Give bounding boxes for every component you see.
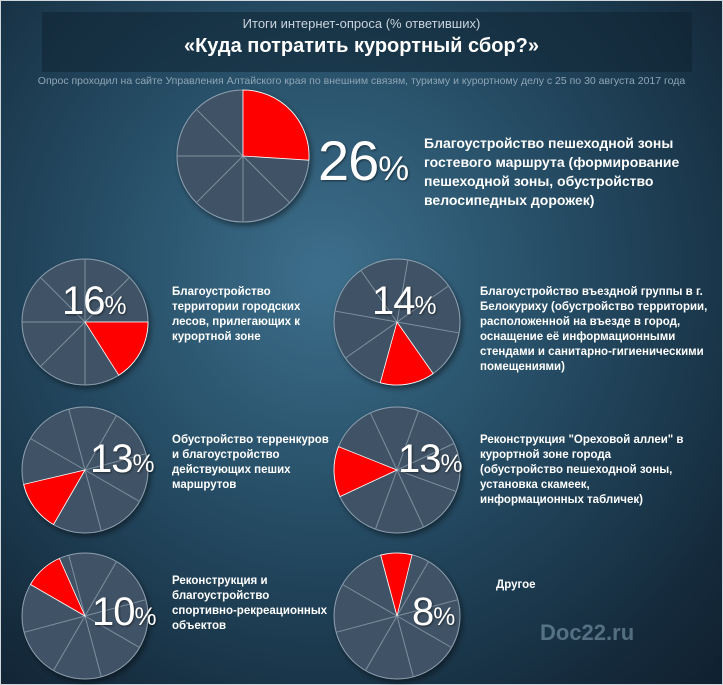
pie-3 — [333, 258, 461, 386]
pct-label-7: 8% — [412, 590, 456, 634]
chart-subtitle: Итоги интернет-опроса (% ответивших) — [242, 16, 481, 31]
pie-divider — [396, 615, 414, 677]
item-label-7: Другое — [496, 579, 536, 591]
pie-divider — [30, 438, 86, 471]
pie-2 — [21, 258, 149, 386]
pct-label-3: 14% — [372, 279, 437, 323]
pie-divider — [345, 321, 398, 359]
pie-divider — [396, 561, 429, 617]
pie-divider — [84, 453, 146, 471]
pie-divider — [53, 615, 86, 671]
pie-divider — [84, 469, 102, 531]
pie-divider — [336, 615, 398, 633]
pie-divider — [396, 469, 457, 493]
pie-divider — [68, 409, 86, 471]
pie-divider — [195, 108, 244, 157]
pie-divider — [396, 321, 460, 334]
pie-divider — [342, 584, 398, 617]
pie-4 — [21, 406, 149, 534]
item-label-4: Обустройство терренкуров и благоустройств… — [172, 434, 329, 491]
pie-divider — [84, 277, 130, 323]
pie-divider — [365, 615, 398, 671]
pie-divider — [396, 615, 452, 648]
pie-1 — [176, 89, 310, 223]
pie-divider — [84, 599, 146, 617]
pie-divider — [396, 285, 449, 323]
pie-5 — [333, 406, 461, 534]
header-band — [42, 12, 692, 72]
pie-7 — [333, 552, 461, 680]
pct-label-6: 10% — [92, 590, 157, 634]
pie-divider — [84, 415, 117, 471]
pie-divider — [68, 555, 86, 617]
item-label-1: Благоустройство пешеходной зоны гостевого… — [424, 135, 680, 208]
pie-divider — [84, 469, 140, 502]
pie-slice-3 — [379, 321, 434, 386]
item-label-3: Благоустройство въездной группы в г. Бело… — [480, 286, 708, 373]
pie-divider — [396, 259, 409, 323]
pie-slice-5 — [333, 446, 399, 498]
chart-title: «Куда потратить курортный сбор?» — [183, 35, 540, 57]
pct-label-5: 13% — [398, 437, 463, 481]
pie-divider — [360, 270, 398, 323]
pie-slice-7 — [380, 552, 413, 617]
pie-divider — [396, 469, 425, 528]
pie-6 — [21, 552, 149, 680]
pct-label-2: 16% — [62, 279, 127, 323]
pie-divider — [195, 155, 244, 204]
pie-divider — [396, 442, 455, 471]
pie-slice-4 — [23, 469, 86, 526]
pie-divider — [242, 155, 291, 204]
pct-label-1: 26% — [318, 129, 410, 192]
pie-slice-6 — [29, 557, 86, 617]
pie-divider — [84, 615, 140, 648]
pie-divider — [40, 277, 86, 323]
item-label-6: Реконструкция и благоустройство спортивно-… — [172, 575, 328, 632]
pie-divider — [369, 412, 398, 471]
survey-note: Опрос проходил на сайте Управления Алтай… — [37, 75, 686, 87]
item-label-2: Благоустройство территории городских лесов… — [172, 286, 301, 343]
pie-divider — [396, 599, 458, 617]
pie-divider — [40, 321, 86, 367]
pie-slice-1 — [242, 89, 310, 161]
pie-divider — [84, 561, 117, 617]
pie-divider — [24, 615, 86, 633]
item-label-5: Реконструкция "Ореховой аллеи" в курортно… — [480, 434, 684, 506]
pie-divider — [396, 410, 420, 471]
watermark: Doc22.ru — [540, 620, 635, 645]
pie-divider — [334, 310, 398, 323]
pie-divider — [374, 469, 398, 530]
pct-label-4: 13% — [90, 437, 155, 481]
pie-slice-2 — [84, 321, 149, 376]
pie-divider — [84, 615, 102, 677]
